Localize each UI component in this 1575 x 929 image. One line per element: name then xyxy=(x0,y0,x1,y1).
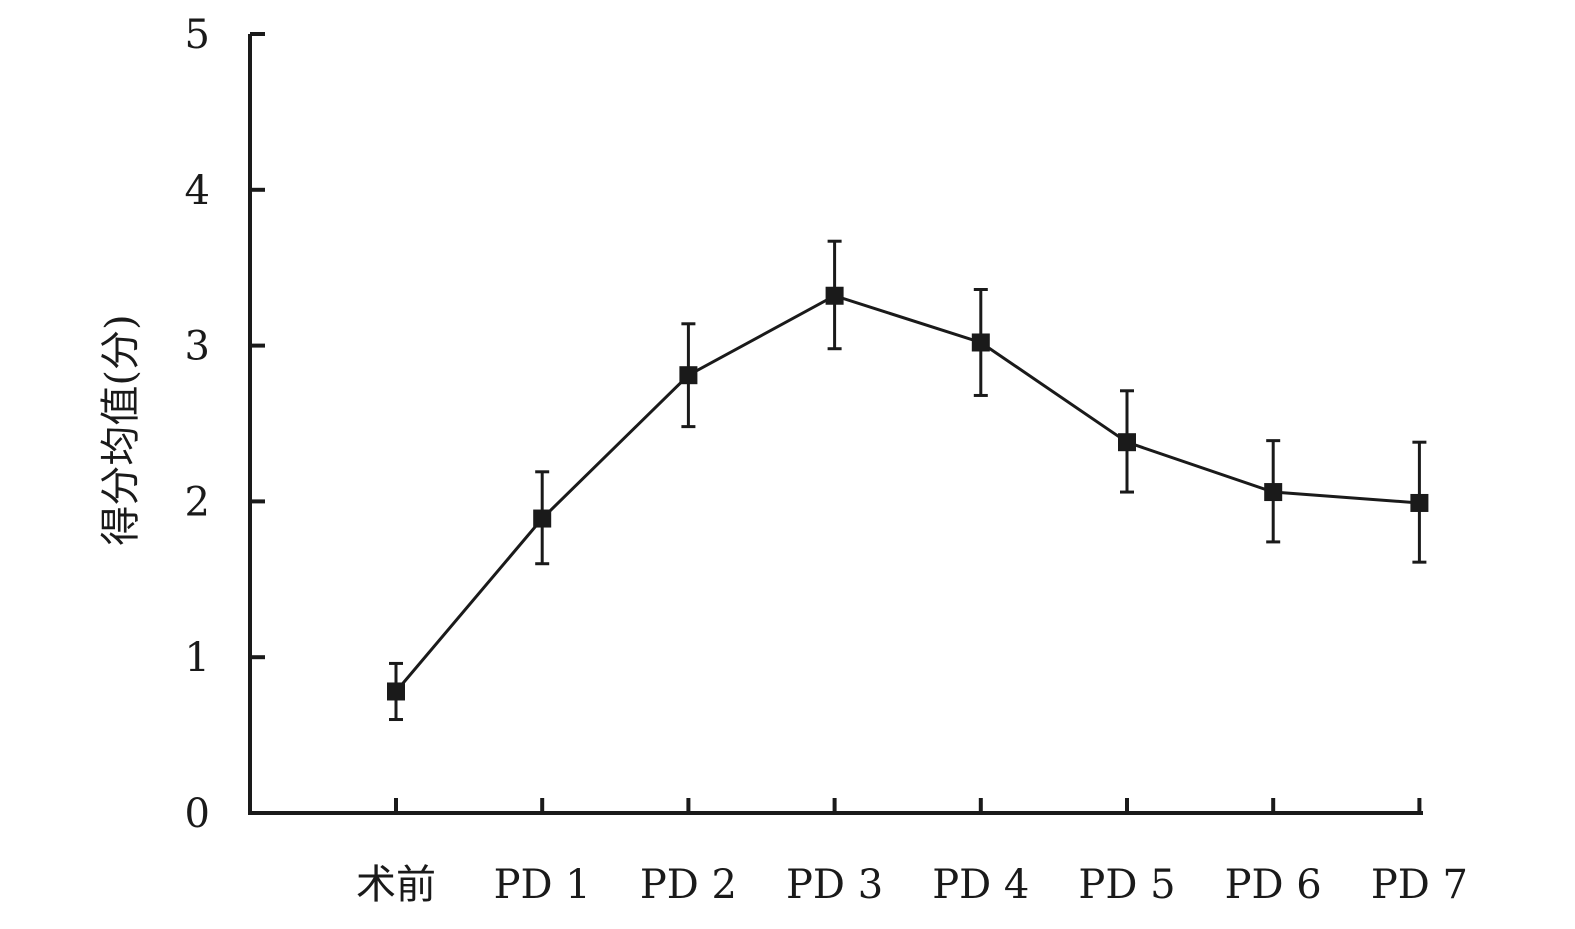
axes xyxy=(248,34,1423,815)
series-line xyxy=(394,294,1420,693)
x-category-label: PD 4 xyxy=(932,862,1029,908)
data-point-marker xyxy=(971,333,990,352)
data-point-marker xyxy=(1264,483,1283,502)
data-point-marker xyxy=(1118,433,1136,452)
x-category-label: PD 5 xyxy=(1078,862,1175,908)
y-ticks: 0 1 2 3 4 5 xyxy=(185,12,265,837)
error-bars xyxy=(389,239,1427,722)
x-ticks: 术前 PD 1 PD 2 PD 3 PD 4 PD 5 PD 6 PD 7 xyxy=(356,798,1468,908)
data-point-marker xyxy=(679,366,698,385)
y-axis-label: 得分均值(分) xyxy=(98,314,144,545)
y-tick-label: 5 xyxy=(185,12,210,58)
x-category-label: PD 6 xyxy=(1225,862,1322,908)
data-point-marker xyxy=(825,286,844,305)
data-markers xyxy=(387,286,1429,701)
y-tick-label: 0 xyxy=(185,791,210,837)
x-category-label: PD 3 xyxy=(786,862,883,908)
y-tick-label: 4 xyxy=(185,168,210,214)
data-point-marker xyxy=(533,509,552,528)
y-tick-label: 1 xyxy=(185,635,210,681)
y-tick-label: 3 xyxy=(185,324,210,370)
x-category-label: PD 7 xyxy=(1371,862,1468,908)
x-category-label: PD 1 xyxy=(494,862,591,908)
x-category-label: 术前 xyxy=(356,862,436,908)
y-tick-label: 2 xyxy=(185,479,210,525)
x-category-label: PD 2 xyxy=(640,862,737,908)
data-point-marker xyxy=(387,682,405,701)
data-point-marker xyxy=(1410,493,1429,512)
